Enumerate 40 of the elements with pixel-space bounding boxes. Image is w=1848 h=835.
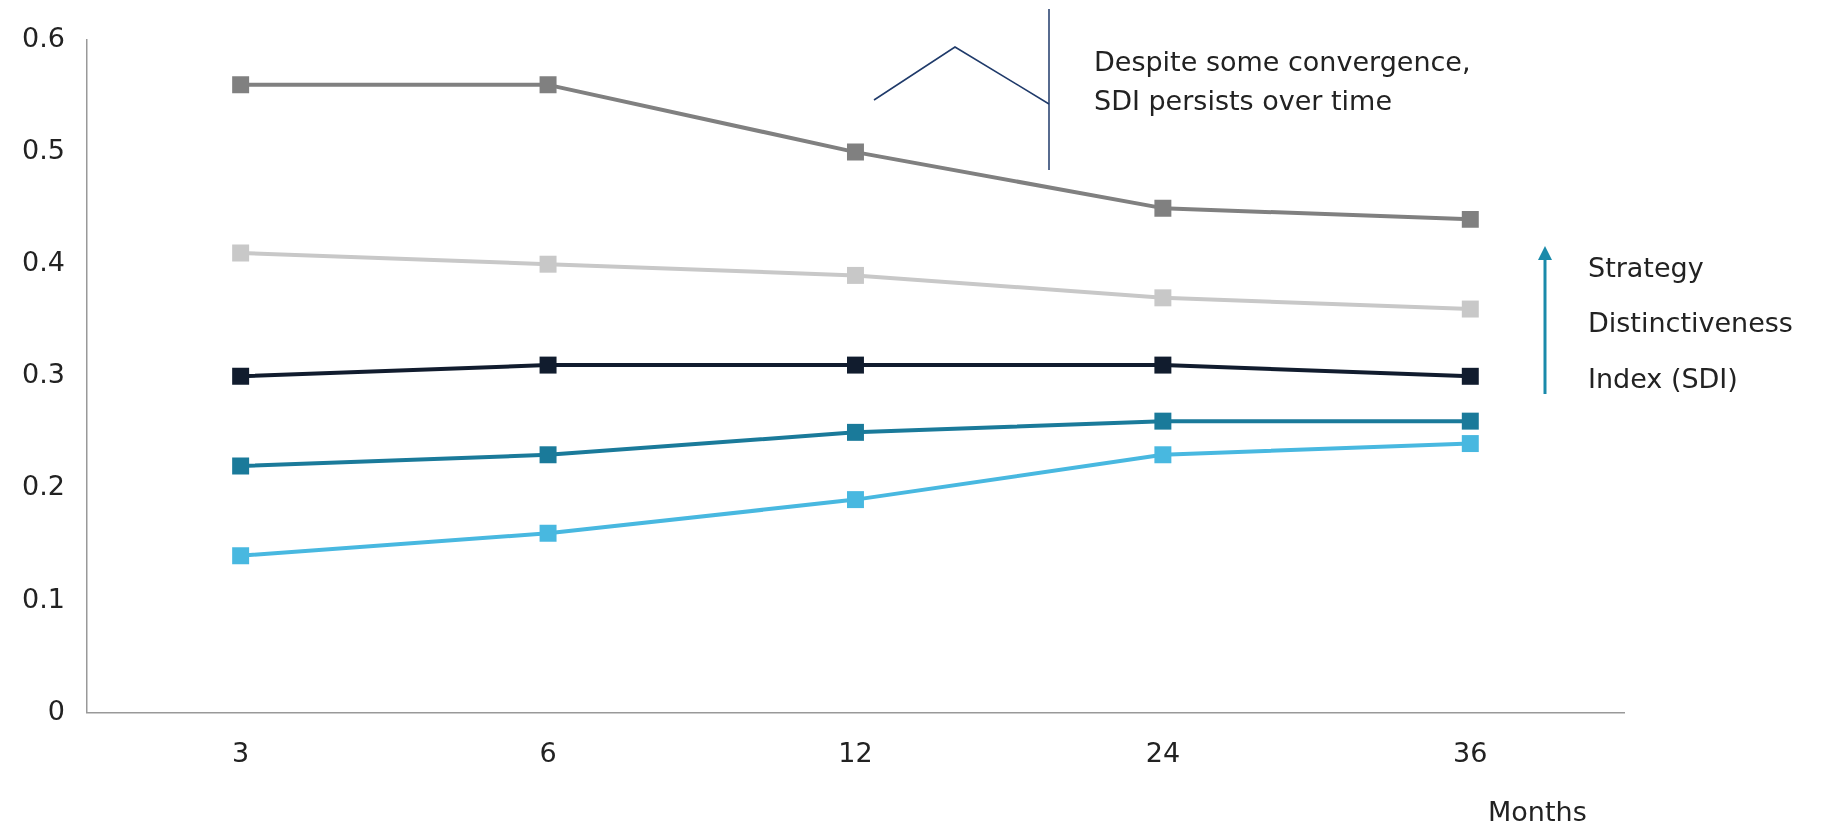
point — [539, 524, 557, 542]
point — [846, 356, 864, 374]
point — [846, 491, 864, 509]
y-tick-label: 0.5 — [21, 134, 65, 166]
point — [1154, 199, 1172, 217]
point — [1461, 300, 1479, 318]
point — [232, 367, 250, 385]
point — [1461, 435, 1479, 453]
x-tick-label: 12 — [838, 736, 873, 768]
x-tick-label: 24 — [1145, 736, 1181, 768]
y-tick-label: 0 — [47, 694, 65, 726]
annotation: Strategy Distinctiveness Index (SDI) — [1588, 251, 1794, 396]
point — [1461, 412, 1479, 430]
point — [846, 266, 864, 284]
point — [1154, 356, 1172, 374]
point — [846, 423, 864, 441]
point — [1154, 289, 1172, 307]
point — [846, 143, 864, 161]
point — [539, 356, 557, 374]
annotation: Despite some convergence, SDI persists over time — [1094, 45, 1472, 119]
y-tick-label: 0.1 — [21, 582, 65, 614]
x-tick-label: 3 — [232, 736, 250, 768]
point — [539, 76, 557, 94]
y-tick-label: 0.3 — [21, 358, 65, 390]
x-tick-label: 6 — [539, 736, 557, 768]
point — [232, 76, 250, 94]
point — [539, 255, 557, 273]
point — [232, 547, 250, 565]
point — [1461, 367, 1479, 385]
point — [1154, 412, 1172, 430]
y-tick-label: 0.2 — [21, 470, 65, 502]
y-tick-label: 0.4 — [21, 246, 65, 278]
y-tick-label: 0.6 — [21, 22, 65, 54]
point — [232, 457, 250, 475]
point — [1461, 210, 1479, 228]
x-axis-title: Months — [1488, 795, 1587, 829]
point — [1154, 446, 1172, 464]
x-tick-label: 36 — [1453, 736, 1488, 768]
point — [232, 244, 250, 262]
point — [539, 446, 557, 464]
